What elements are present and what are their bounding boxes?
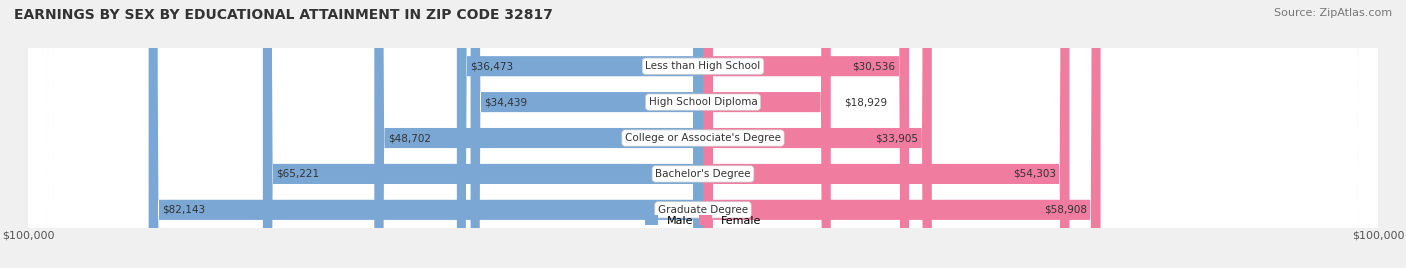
Text: $48,702: $48,702 <box>388 133 430 143</box>
FancyBboxPatch shape <box>263 0 703 268</box>
Text: $54,303: $54,303 <box>1012 169 1056 179</box>
FancyBboxPatch shape <box>374 0 703 268</box>
Text: $30,536: $30,536 <box>852 61 896 71</box>
Text: Bachelor's Degree: Bachelor's Degree <box>655 169 751 179</box>
FancyBboxPatch shape <box>703 0 910 268</box>
Text: $82,143: $82,143 <box>162 205 205 215</box>
FancyBboxPatch shape <box>703 0 831 268</box>
FancyBboxPatch shape <box>457 0 703 268</box>
FancyBboxPatch shape <box>703 0 1070 268</box>
Text: High School Diploma: High School Diploma <box>648 97 758 107</box>
Legend: Male, Female: Male, Female <box>644 215 762 226</box>
Text: Graduate Degree: Graduate Degree <box>658 205 748 215</box>
Text: $33,905: $33,905 <box>876 133 918 143</box>
Text: Source: ZipAtlas.com: Source: ZipAtlas.com <box>1274 8 1392 18</box>
FancyBboxPatch shape <box>28 0 1378 268</box>
FancyBboxPatch shape <box>703 0 932 268</box>
Text: $58,908: $58,908 <box>1045 205 1087 215</box>
FancyBboxPatch shape <box>28 0 1378 268</box>
Text: College or Associate's Degree: College or Associate's Degree <box>626 133 780 143</box>
FancyBboxPatch shape <box>28 0 1378 268</box>
FancyBboxPatch shape <box>703 0 1101 268</box>
Text: $65,221: $65,221 <box>277 169 319 179</box>
Text: $36,473: $36,473 <box>471 61 513 71</box>
FancyBboxPatch shape <box>28 0 1378 268</box>
Text: EARNINGS BY SEX BY EDUCATIONAL ATTAINMENT IN ZIP CODE 32817: EARNINGS BY SEX BY EDUCATIONAL ATTAINMEN… <box>14 8 553 22</box>
FancyBboxPatch shape <box>28 0 1378 268</box>
Text: $18,929: $18,929 <box>844 97 887 107</box>
FancyBboxPatch shape <box>149 0 703 268</box>
FancyBboxPatch shape <box>471 0 703 268</box>
Text: $34,439: $34,439 <box>484 97 527 107</box>
Text: Less than High School: Less than High School <box>645 61 761 71</box>
